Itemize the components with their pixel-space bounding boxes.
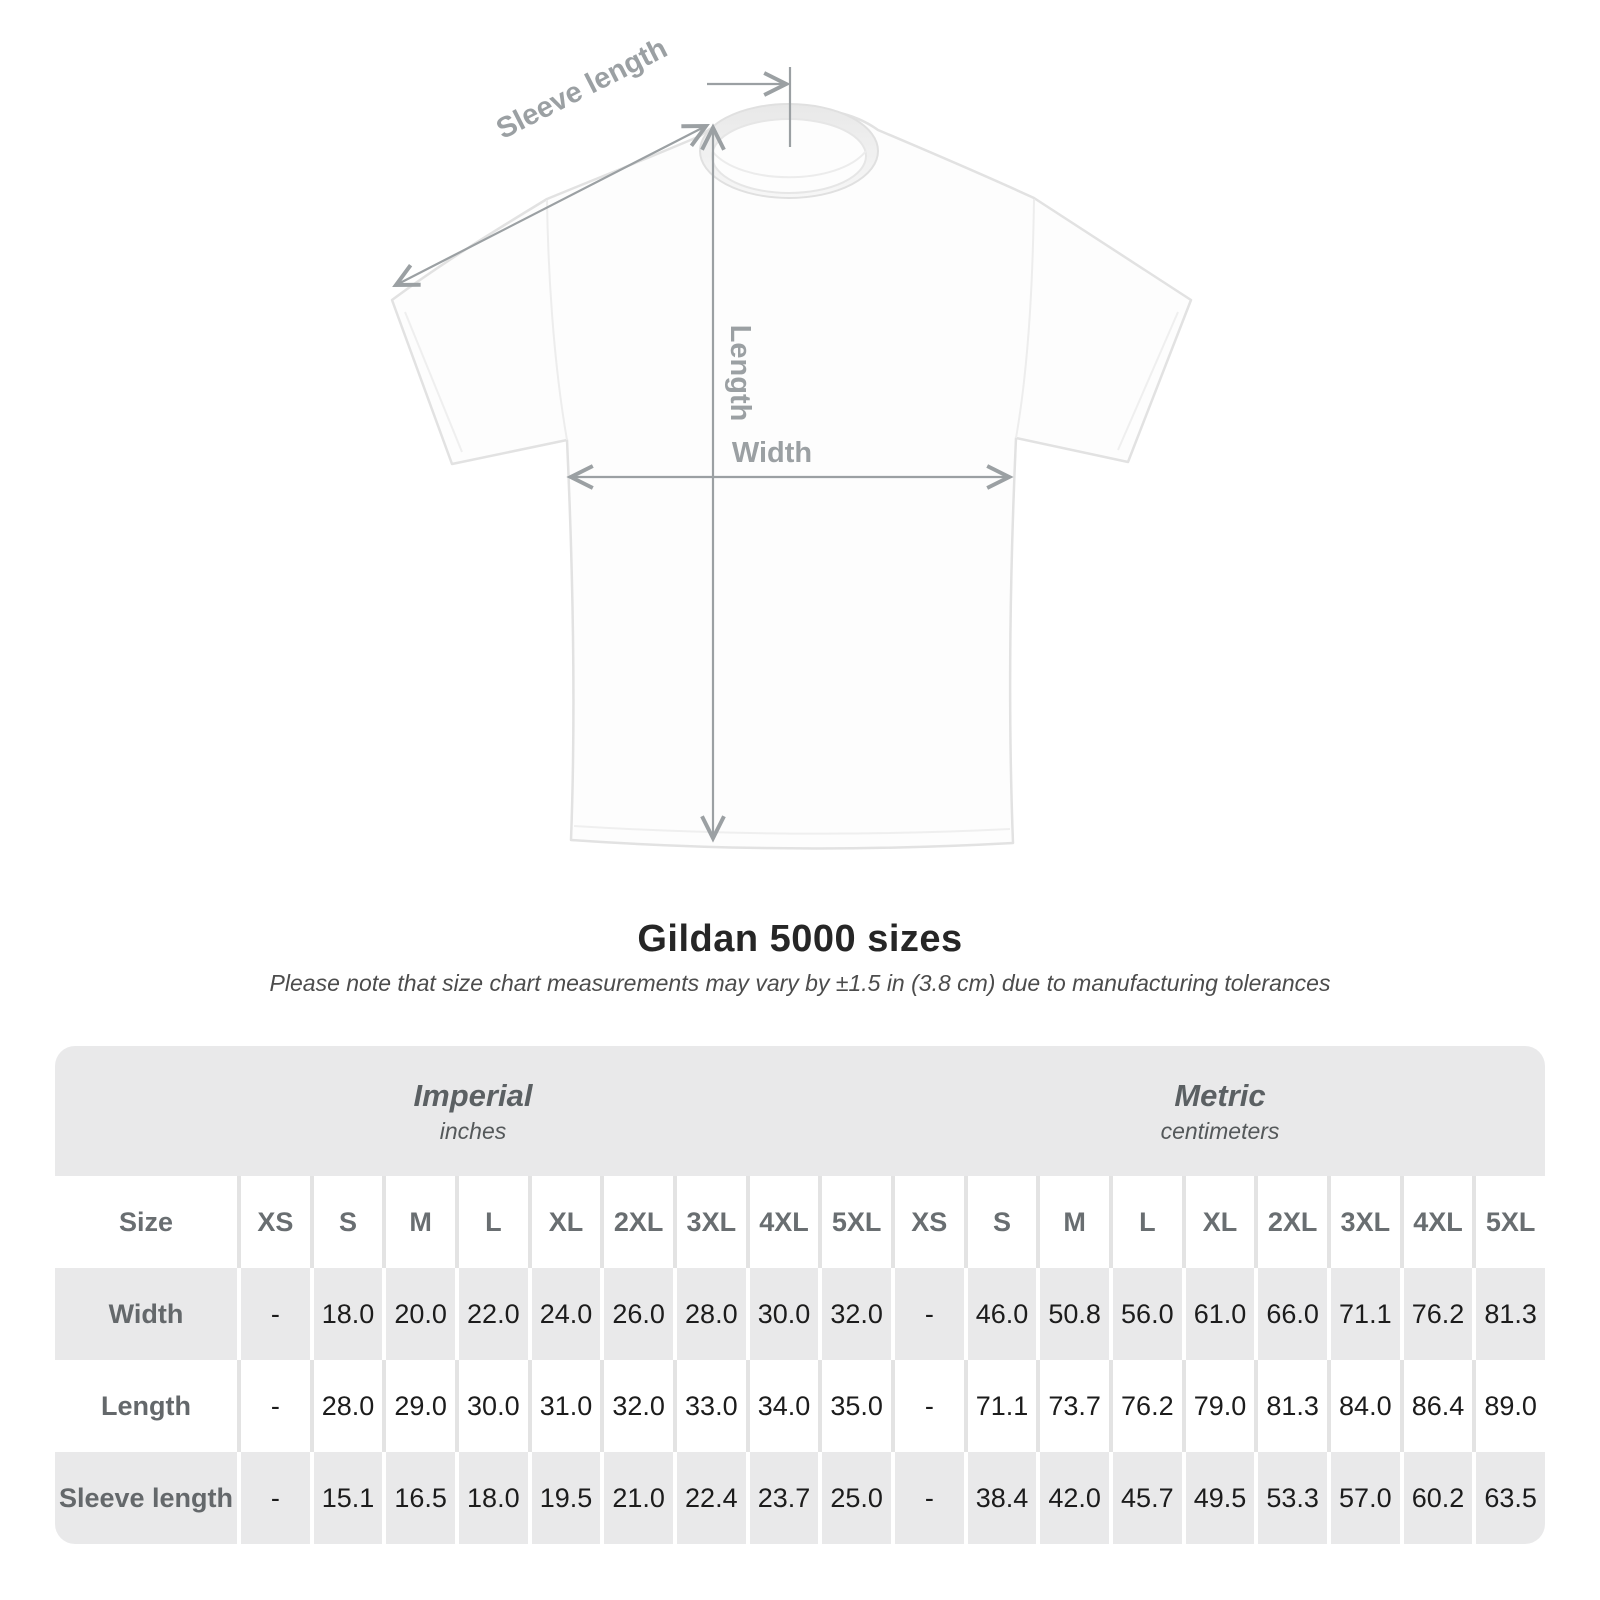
table-cell: 35.0 [822, 1360, 891, 1452]
table-cell: 73.7 [1040, 1360, 1109, 1452]
width-label: Width [732, 437, 812, 469]
size-col-header: 3XL [1330, 1176, 1400, 1268]
table-cell: 24.0 [531, 1268, 601, 1360]
table-cell: 22.4 [676, 1452, 746, 1544]
size-col-header: 2XL [1258, 1176, 1327, 1268]
size-col-header: 5XL [822, 1176, 891, 1268]
table-cell: 49.5 [1185, 1452, 1255, 1544]
metric-label: Metric [1174, 1077, 1266, 1113]
table-cell: 25.0 [822, 1452, 891, 1544]
table-cell: 28.0 [313, 1360, 383, 1452]
size-col-header: 2XL [604, 1176, 673, 1268]
table-cell: 57.0 [1330, 1452, 1400, 1544]
size-col-header: 3XL [676, 1176, 746, 1268]
table-cell: - [241, 1268, 310, 1360]
tolerance-note: Please note that size chart measurements… [269, 970, 1331, 996]
sleeve-length-label: Sleeve length [491, 32, 672, 145]
size-col-header: S [967, 1176, 1037, 1268]
table-cell: 46.0 [967, 1268, 1037, 1360]
table-cell: 76.2 [1112, 1360, 1182, 1452]
size-header: Size [55, 1176, 237, 1268]
table-cell: - [241, 1360, 310, 1452]
table-cell: 16.5 [386, 1452, 455, 1544]
size-col-header: L [1112, 1176, 1182, 1268]
table-cell: 42.0 [1040, 1452, 1109, 1544]
table-cell: 89.0 [1476, 1360, 1545, 1452]
size-header-row: Size XS S M L XL 2XL 3XL 4XL 5XL XS S M … [55, 1176, 1545, 1268]
tshirt-svg: Sleeve length Length Width [390, 32, 1193, 850]
table-cell: 71.1 [967, 1360, 1037, 1452]
table-cell: - [894, 1452, 964, 1544]
imperial-unit: inches [439, 1117, 507, 1144]
table-cell: 38.4 [967, 1452, 1037, 1544]
table-cell: 29.0 [386, 1360, 455, 1452]
table-cell: 61.0 [1185, 1268, 1255, 1360]
table-cell: 26.0 [604, 1268, 673, 1360]
table-row-width: Width - 18.0 20.0 22.0 24.0 26.0 28.0 30… [55, 1268, 1545, 1360]
table-row-sleeve-length: Sleeve length - 15.1 16.5 18.0 19.5 21.0… [55, 1452, 1545, 1544]
size-col-header: XL [531, 1176, 601, 1268]
table-cell: 21.0 [604, 1452, 673, 1544]
table-cell: 45.7 [1112, 1452, 1182, 1544]
length-label: Length [724, 325, 756, 422]
table-cell: 63.5 [1476, 1452, 1545, 1544]
imperial-label: Imperial [413, 1077, 533, 1113]
row-label: Length [55, 1360, 237, 1452]
table-cell: - [241, 1452, 310, 1544]
unit-header-band: Imperial inches Metric centimeters [55, 1046, 1545, 1176]
table-cell: 28.0 [676, 1268, 746, 1360]
page-title: Gildan 5000 sizes [637, 918, 963, 960]
size-col-header: 4XL [749, 1176, 819, 1268]
metric-unit: centimeters [1160, 1117, 1280, 1144]
table-cell: 84.0 [1330, 1360, 1400, 1452]
table-cell: 60.2 [1403, 1452, 1473, 1544]
row-label: Sleeve length [55, 1452, 237, 1544]
table-cell: 23.7 [749, 1452, 819, 1544]
table-cell: 86.4 [1403, 1360, 1473, 1452]
size-col-header: XS [894, 1176, 964, 1268]
table-cell: 53.3 [1258, 1452, 1327, 1544]
table-cell: 50.8 [1040, 1268, 1109, 1360]
size-col-header: M [386, 1176, 455, 1268]
table-cell: 79.0 [1185, 1360, 1255, 1452]
size-col-header: XL [1185, 1176, 1255, 1268]
table-cell: 34.0 [749, 1360, 819, 1452]
table-cell: 30.0 [749, 1268, 819, 1360]
sleeve-length-arrow [392, 123, 710, 288]
table-cell: 76.2 [1403, 1268, 1473, 1360]
size-col-header: S [313, 1176, 383, 1268]
size-col-header: M [1040, 1176, 1109, 1268]
size-col-header: L [458, 1176, 528, 1268]
tshirt-diagram: Sleeve length Length Width [390, 32, 1193, 850]
table-cell: 81.3 [1476, 1268, 1545, 1360]
table-cell: 30.0 [458, 1360, 528, 1452]
table-cell: 20.0 [386, 1268, 455, 1360]
table-cell: 15.1 [313, 1452, 383, 1544]
row-label: Width [55, 1268, 237, 1360]
table-cell: 32.0 [604, 1360, 673, 1452]
table-cell: 31.0 [531, 1360, 601, 1452]
size-col-header: 5XL [1476, 1176, 1545, 1268]
table-row-length: Length - 28.0 29.0 30.0 31.0 32.0 33.0 3… [55, 1360, 1545, 1452]
table-cell: 32.0 [822, 1268, 891, 1360]
table-cell: 81.3 [1258, 1360, 1327, 1452]
table-cell: - [894, 1360, 964, 1452]
table-cell: 66.0 [1258, 1268, 1327, 1360]
size-col-header: 4XL [1403, 1176, 1473, 1268]
table-cell: 71.1 [1330, 1268, 1400, 1360]
metric-group-header: Metric centimeters [895, 1046, 1545, 1176]
size-col-header: XS [241, 1176, 310, 1268]
table-cell: - [894, 1268, 964, 1360]
table-cell: 22.0 [458, 1268, 528, 1360]
table-cell: 19.5 [531, 1452, 601, 1544]
table-cell: 33.0 [676, 1360, 746, 1452]
size-table: Imperial inches Metric centimeters Size … [55, 1046, 1545, 1544]
table-cell: 56.0 [1112, 1268, 1182, 1360]
table-cell: 18.0 [458, 1452, 528, 1544]
imperial-group-header: Imperial inches [55, 1046, 891, 1176]
table-cell: 18.0 [313, 1268, 383, 1360]
